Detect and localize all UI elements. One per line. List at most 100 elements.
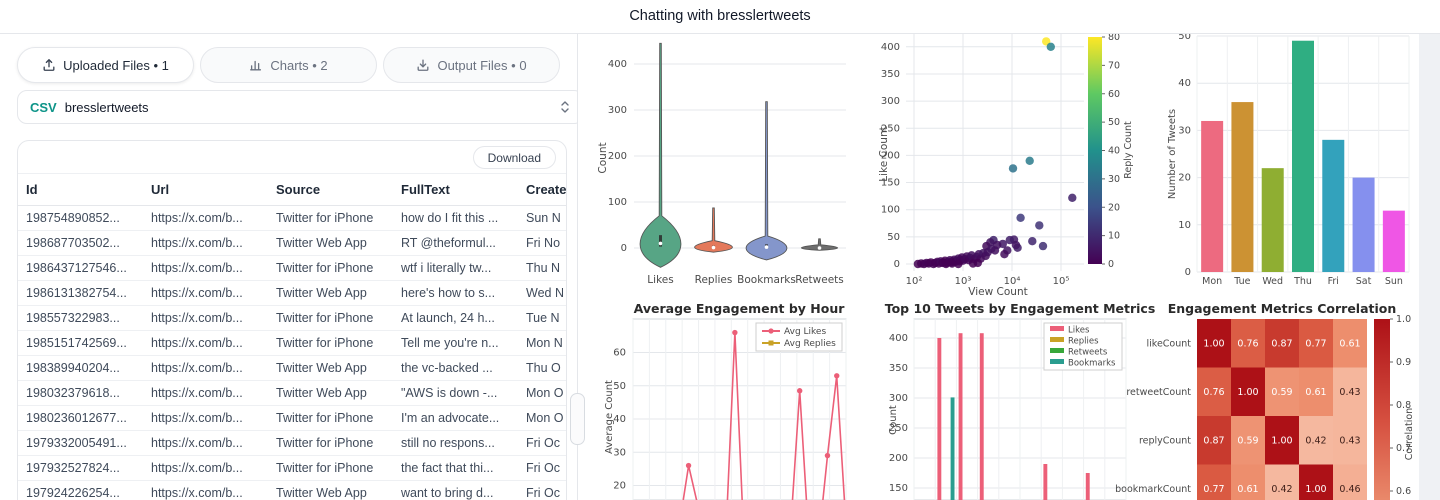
svg-text:1.00: 1.00 bbox=[1305, 484, 1326, 495]
table-cell: Thu O bbox=[518, 355, 566, 381]
svg-text:0.59: 0.59 bbox=[1237, 435, 1258, 446]
svg-text:250: 250 bbox=[881, 123, 900, 134]
column-header: Url bbox=[143, 173, 268, 206]
table-cell: https://x.com/b... bbox=[143, 455, 268, 481]
download-button[interactable]: Download bbox=[472, 146, 556, 169]
table-cell: Twitter for iPhone bbox=[268, 330, 393, 356]
svg-text:10: 10 bbox=[1108, 231, 1120, 242]
table-cell: Mon O bbox=[518, 380, 566, 406]
svg-text:40: 40 bbox=[1108, 146, 1120, 157]
table-row[interactable]: 198754890852... https://x.com/b... Twitter… bbox=[18, 205, 566, 231]
svg-text:retweetCount: retweetCount bbox=[1126, 387, 1191, 398]
table-cell: Tue N bbox=[518, 305, 566, 331]
svg-text:0.42: 0.42 bbox=[1271, 484, 1292, 495]
table-cell: RT @theformul... bbox=[393, 230, 518, 256]
svg-text:60: 60 bbox=[613, 348, 626, 359]
violin-chart: 0 100 200 300 400 Count Likes Replies Bookmarks R… bbox=[597, 42, 846, 286]
table-row[interactable]: 198687703502... https://x.com/b... Twitter… bbox=[18, 230, 566, 256]
heatmap-cell bbox=[1265, 464, 1299, 500]
svg-text:Bookmarks: Bookmarks bbox=[1068, 359, 1116, 369]
svg-text:0: 0 bbox=[1185, 267, 1191, 278]
table-cell: Twitter for iPhone bbox=[268, 205, 393, 231]
svg-text:0.42: 0.42 bbox=[1305, 435, 1326, 446]
svg-text:0.43: 0.43 bbox=[1339, 387, 1360, 398]
table-cell: Mon O bbox=[518, 405, 566, 431]
tweets-by-day-chart: 0 10 20 30 40 50 Number of Tweets Mon Tue Wed Thu F… bbox=[1167, 34, 1410, 287]
svg-text:Avg Likes: Avg Likes bbox=[784, 327, 826, 337]
heatmap-cell bbox=[1333, 464, 1367, 500]
heatmap-cell bbox=[1197, 464, 1231, 500]
svg-text:0: 0 bbox=[621, 243, 627, 254]
svg-text:likeCount: likeCount bbox=[1147, 338, 1192, 349]
svg-text:30: 30 bbox=[1108, 174, 1120, 185]
svg-text:30: 30 bbox=[1178, 125, 1191, 136]
svg-text:250: 250 bbox=[889, 423, 908, 434]
tab-label: Output Files • 0 bbox=[437, 57, 527, 73]
heatmap-cell bbox=[1231, 367, 1265, 416]
panel-tabs: Uploaded Files • 1 Charts • 2 Output Fil… bbox=[17, 47, 560, 83]
svg-text:1.0: 1.0 bbox=[1396, 314, 1411, 325]
svg-text:0: 0 bbox=[1108, 259, 1114, 270]
heatmap-cell bbox=[1197, 416, 1231, 465]
svg-text:100: 100 bbox=[608, 197, 627, 208]
table-row[interactable]: 198032379618... https://x.com/b... Twitter… bbox=[18, 380, 566, 406]
svg-text:Replies: Replies bbox=[1068, 337, 1099, 347]
svg-text:Average Count: Average Count bbox=[604, 380, 615, 454]
table-cell: I'm an advocate... bbox=[393, 405, 518, 431]
day-bar-thu bbox=[1292, 40, 1314, 272]
tab-uploaded-files[interactable]: Uploaded Files • 1 bbox=[17, 47, 194, 83]
svg-text:20: 20 bbox=[613, 481, 626, 492]
heatmap-cell bbox=[1231, 416, 1265, 465]
table-cell: wtf i literally tw... bbox=[393, 255, 518, 281]
table-row[interactable]: 1979332005491... https://x.com/b... Twitte… bbox=[18, 430, 566, 456]
svg-text:0.43: 0.43 bbox=[1339, 435, 1360, 446]
table-cell: https://x.com/b... bbox=[143, 305, 268, 331]
table-row[interactable]: 198557322983... https://x.com/b... Twitter… bbox=[18, 305, 566, 331]
hourly-engagement-chart: Average Engagement by Hour 20 30 40 50 60 Aver… bbox=[604, 301, 847, 500]
table-cell: https://x.com/b... bbox=[143, 205, 268, 231]
svg-text:Reply Count: Reply Count bbox=[1123, 121, 1134, 179]
table-row[interactable]: 1986437127546... https://x.com/b... Twitte… bbox=[18, 255, 566, 281]
table-row[interactable]: 1986131382754... https://x.com/b... Twitte… bbox=[18, 280, 566, 306]
table-row[interactable]: 197924226254... https://x.com/b... Twitter… bbox=[18, 480, 566, 500]
table-toolbar: Download bbox=[18, 141, 566, 173]
table-row[interactable]: 1985151742569... https://x.com/b... Twitte… bbox=[18, 330, 566, 356]
select-chevron-icon bbox=[561, 101, 569, 113]
heatmap-cell bbox=[1299, 319, 1333, 368]
svg-text:300: 300 bbox=[889, 393, 908, 404]
svg-text:Fri: Fri bbox=[1328, 276, 1339, 287]
svg-text:200: 200 bbox=[608, 151, 627, 162]
svg-text:50: 50 bbox=[613, 381, 626, 392]
violin-replies bbox=[694, 207, 733, 253]
scatter-point bbox=[1068, 193, 1077, 202]
svg-text:40: 40 bbox=[613, 414, 626, 425]
scatter-point bbox=[1005, 235, 1014, 245]
column-header: FullText bbox=[393, 173, 518, 206]
svg-text:0.9: 0.9 bbox=[1396, 357, 1411, 368]
svg-text:10²: 10² bbox=[906, 276, 923, 287]
column-header: Created bbox=[518, 173, 566, 206]
table-cell: 198687703502... bbox=[18, 230, 143, 256]
charts-scroll-gutter[interactable] bbox=[1419, 34, 1440, 500]
svg-text:10³: 10³ bbox=[955, 276, 972, 287]
svg-text:350: 350 bbox=[881, 69, 900, 80]
table-row[interactable]: 197932527824... https://x.com/b... Twitter… bbox=[18, 455, 566, 481]
heatmap-cell bbox=[1265, 416, 1299, 465]
tab-charts[interactable]: Charts • 2 bbox=[200, 47, 377, 83]
table-cell: Twitter Web App bbox=[268, 480, 393, 500]
svg-text:80: 80 bbox=[1108, 34, 1120, 43]
day-bar-mon bbox=[1201, 120, 1224, 273]
tab-output-files[interactable]: Output Files • 0 bbox=[383, 47, 560, 83]
table-cell: Fri Oc bbox=[518, 455, 566, 481]
table-cell: https://x.com/b... bbox=[143, 380, 268, 406]
table-row[interactable]: 1980236012677... https://x.com/b... Twitte… bbox=[18, 405, 566, 431]
file-select[interactable]: CSV bresslertweets bbox=[17, 90, 577, 124]
panel-resize-handle[interactable] bbox=[570, 393, 585, 445]
heatmap-cell bbox=[1333, 319, 1367, 368]
bar-likes bbox=[1085, 473, 1090, 500]
svg-text:30: 30 bbox=[613, 447, 626, 458]
table-row[interactable]: 198389940204... https://x.com/b... Twitter… bbox=[18, 355, 566, 381]
bar-chart-icon bbox=[250, 60, 262, 71]
table-cell: "AWS is down -... bbox=[393, 380, 518, 406]
